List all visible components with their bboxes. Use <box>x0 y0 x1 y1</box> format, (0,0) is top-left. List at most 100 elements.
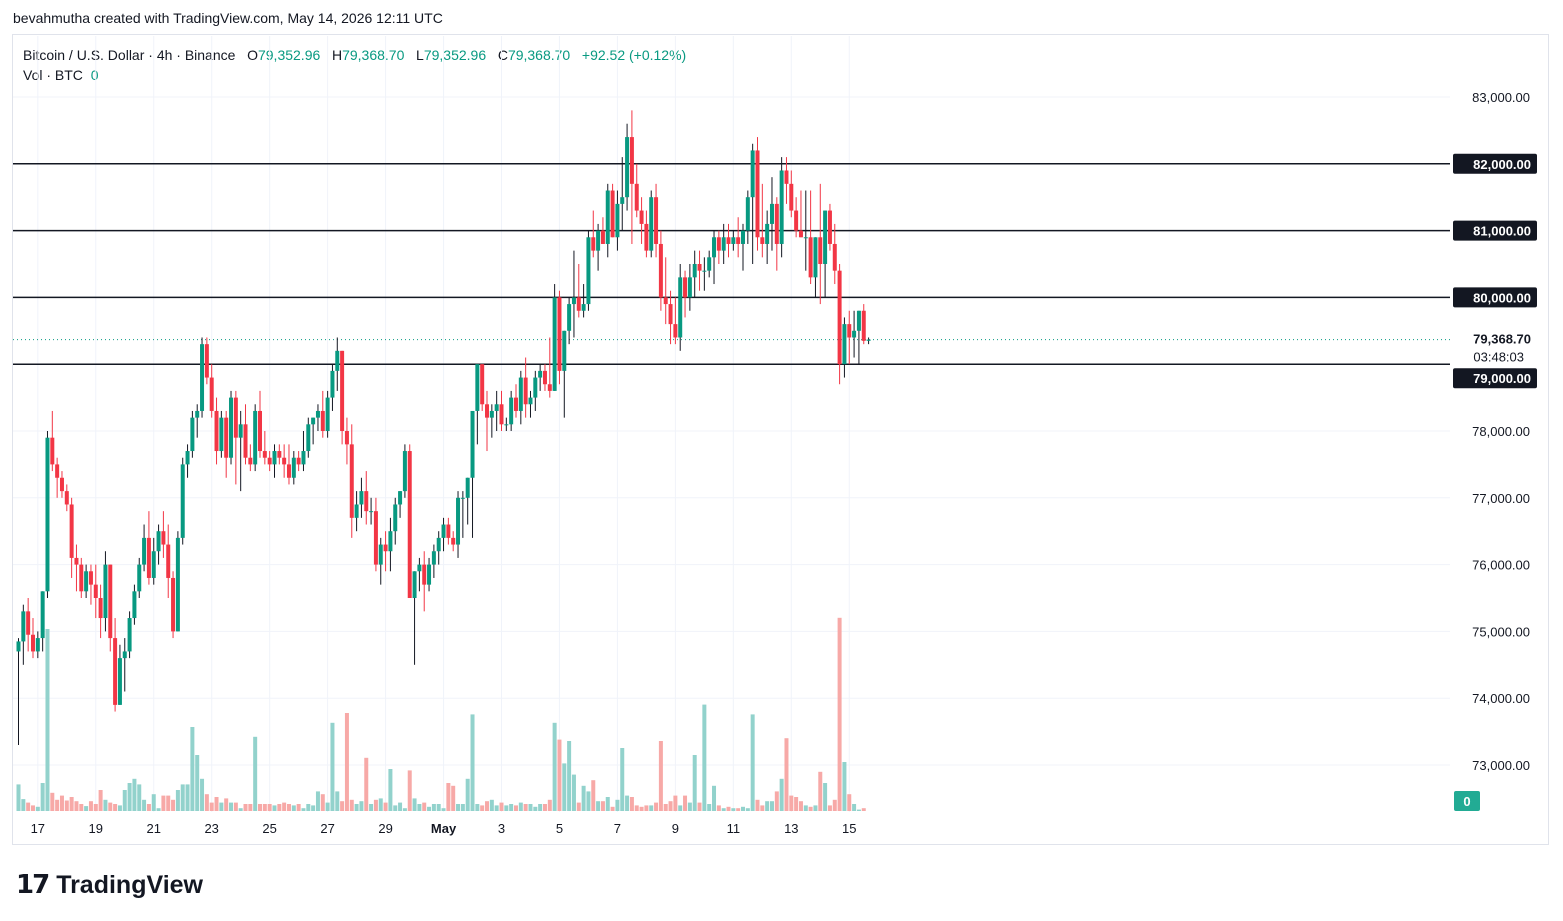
y-axis-tick-label: 74,000.00 <box>1472 691 1530 706</box>
volume-bar <box>315 791 320 811</box>
volume-bar <box>489 799 494 811</box>
candle-body <box>296 457 301 465</box>
tradingview-logo[interactable]: 17 TradingView <box>16 870 203 900</box>
candle-body <box>741 230 745 244</box>
volume-bar <box>55 799 60 811</box>
y-axis-tick-label: 77,000.00 <box>1472 491 1530 506</box>
candle-body <box>282 457 287 465</box>
candle-body <box>547 384 552 391</box>
candle-body <box>224 417 229 458</box>
candle-body <box>692 264 697 278</box>
volume-bar <box>673 795 678 811</box>
candle-body <box>668 304 673 325</box>
volume-bar <box>451 785 456 811</box>
volume-bar <box>702 704 707 811</box>
candle-body <box>818 237 823 264</box>
candle-body <box>30 634 35 652</box>
y-axis-tick-label: 76,000.00 <box>1472 558 1530 573</box>
candle-body <box>750 150 755 198</box>
candle-body <box>262 451 267 458</box>
volume-bar <box>731 808 736 811</box>
volume-bar <box>610 806 615 811</box>
candle-body <box>286 464 291 478</box>
volume-badge-label: 0 <box>1463 794 1470 809</box>
x-axis-tick-label: 7 <box>614 821 621 836</box>
candle-body <box>407 451 412 598</box>
candle-body <box>161 531 166 545</box>
volume-bar <box>146 804 151 811</box>
chart-header: bevahmutha created with TradingView.com,… <box>13 10 443 26</box>
legend-low-label: L <box>416 47 424 63</box>
volume-bar <box>156 808 161 811</box>
volume-bar <box>272 805 277 811</box>
volume-bar <box>238 808 243 811</box>
candle-body <box>823 210 828 264</box>
volume-bar <box>175 790 180 811</box>
candle-body <box>349 444 354 518</box>
volume-bar <box>581 785 586 811</box>
candle-body <box>654 197 659 244</box>
volume-bar <box>557 739 562 811</box>
volume-bar <box>142 799 147 811</box>
candle-body <box>542 370 547 385</box>
candle-body <box>122 651 127 659</box>
volume-bar <box>765 801 770 811</box>
candle-body <box>132 591 137 619</box>
candle-body <box>272 451 277 465</box>
candle-body <box>784 170 789 184</box>
legend-low-value: 79,352.96 <box>423 47 487 63</box>
legend-symbol[interactable]: Bitcoin / U.S. Dollar · 4h · Binance <box>23 47 236 63</box>
candle-body <box>803 237 808 239</box>
candle-body <box>238 424 243 438</box>
candle-body <box>40 591 45 639</box>
candle-body <box>253 410 258 465</box>
candle-body <box>79 564 84 592</box>
candle-body <box>712 237 717 258</box>
candle-body <box>702 270 707 272</box>
volume-bar <box>547 799 552 811</box>
candle-body <box>658 243 663 298</box>
candle-body <box>610 190 615 238</box>
candle-body <box>852 330 857 338</box>
volume-bar <box>258 804 262 811</box>
candle-body <box>499 404 504 425</box>
volume-bar <box>378 798 383 811</box>
candle-body <box>523 377 528 405</box>
volume-bar <box>663 804 668 811</box>
level-price-badge <box>1453 287 1537 308</box>
volume-bar <box>45 629 50 811</box>
volume-bar <box>576 802 581 811</box>
candle-body <box>731 237 736 244</box>
volume-bar <box>485 801 490 811</box>
candle-body <box>277 451 282 458</box>
y-axis-tick-label: 83,000.00 <box>1472 90 1530 105</box>
candle-body <box>760 237 765 244</box>
volume-bar <box>789 795 794 811</box>
candle-body <box>156 531 161 552</box>
candle-body <box>248 457 253 465</box>
volume-bar <box>528 804 533 811</box>
volume-bar <box>359 801 364 811</box>
candle-body <box>190 417 195 452</box>
volume-bar <box>325 802 330 811</box>
volume-bar <box>513 805 518 811</box>
candle-body <box>716 237 721 251</box>
candle-body <box>204 344 209 378</box>
volume-bar <box>388 769 393 811</box>
level-price-label: 81,000.00 <box>1473 224 1531 239</box>
volume-bar <box>26 802 31 811</box>
volume-bar <box>122 790 127 811</box>
volume-bar <box>291 805 296 811</box>
candle-body <box>412 571 417 598</box>
candle-body <box>576 297 581 311</box>
candle-body <box>736 237 741 244</box>
volume-bar <box>340 801 345 811</box>
candle-body <box>634 183 639 211</box>
volume-bar <box>861 808 866 811</box>
volume-bar <box>248 804 253 811</box>
level-price-badge <box>1453 153 1537 174</box>
candle-body <box>113 638 118 705</box>
countdown-label: 03:48:03 <box>1473 350 1524 365</box>
volume-bar <box>40 783 45 811</box>
